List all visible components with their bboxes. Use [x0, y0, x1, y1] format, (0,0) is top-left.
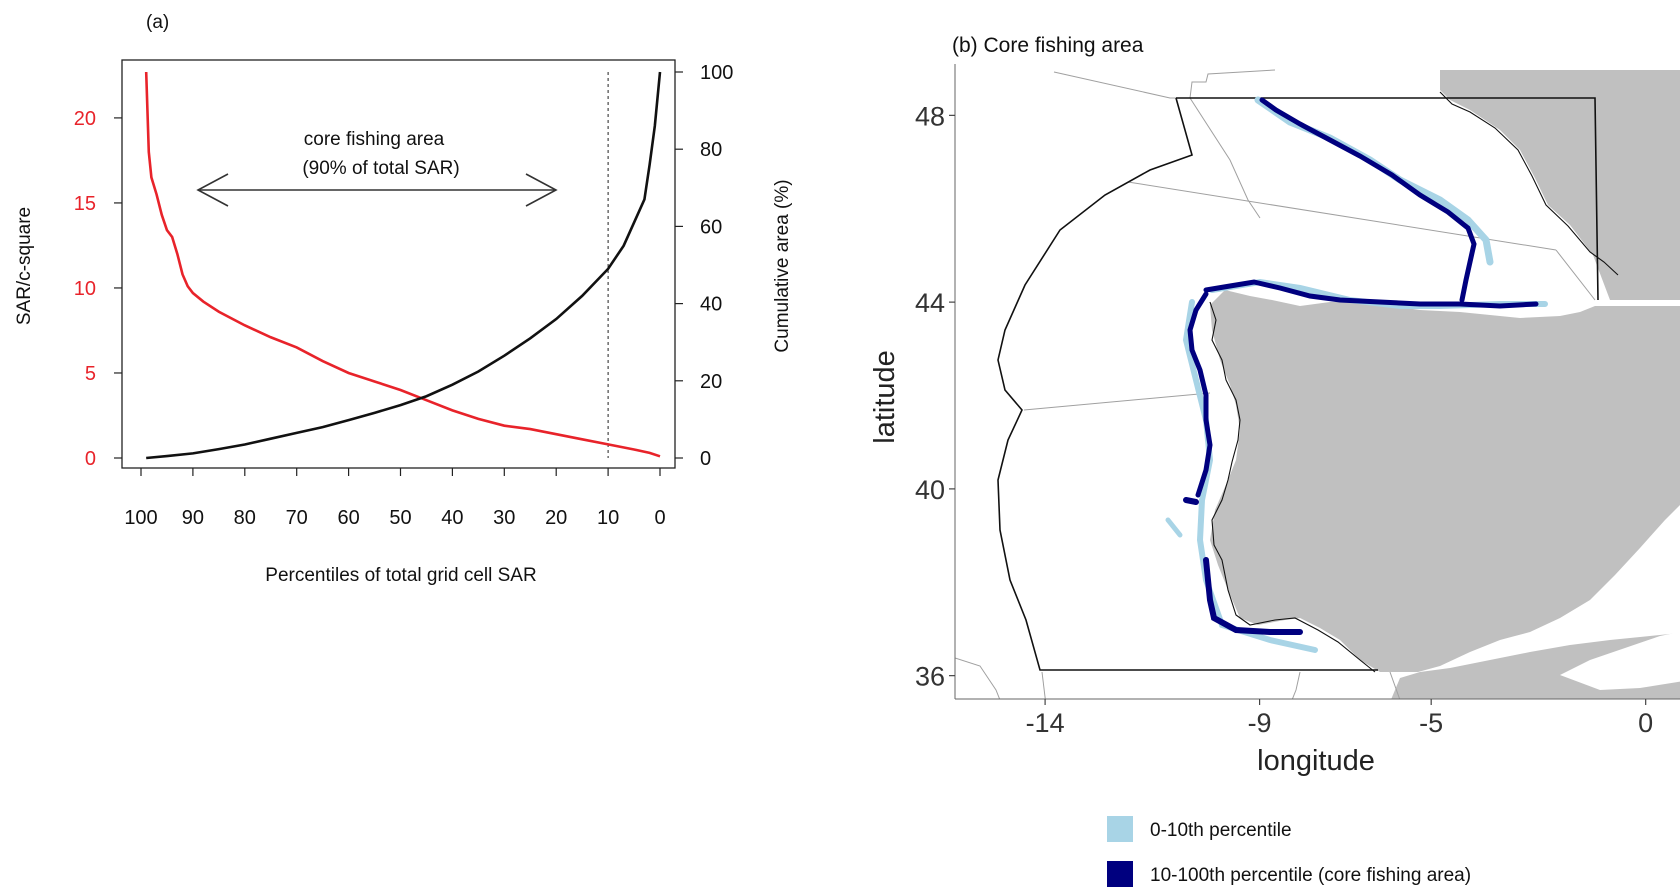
map-y-tick-label: 36	[915, 662, 945, 692]
y-tick-label: 0	[85, 448, 96, 470]
panel-b: (b) Core fishing area	[869, 34, 1680, 887]
y2-tick-label: 20	[700, 371, 722, 393]
x-tick-label: 0	[654, 507, 665, 529]
x-tick-label: 100	[124, 507, 157, 529]
map-y-tick-label: 40	[915, 475, 945, 505]
sar-curve	[144, 71, 661, 458]
x-tick-label: 90	[182, 507, 204, 529]
sea-alboran	[1560, 632, 1680, 690]
map-y-tick-label: 48	[915, 101, 945, 131]
map-x-axis: -14 -9 -5 0	[955, 698, 1680, 738]
study-area-outline	[997, 97, 1599, 671]
annotation-line-2: (90% of total SAR)	[302, 158, 459, 179]
legend-label-core: 10-100th percentile (core fishing area)	[1150, 865, 1471, 886]
legend-label-low: 0-10th percentile	[1150, 820, 1292, 841]
panel-a-label: (a)	[146, 12, 169, 33]
legend-swatch-core	[1107, 861, 1133, 887]
map-x-tick-label: -14	[1026, 708, 1065, 738]
panel-a-x-axis: 100 90 80 70 60 50 40 30 20 10 0	[124, 468, 666, 529]
x-tick-label: 20	[545, 507, 567, 529]
coastline-iberia	[1209, 301, 1376, 673]
y2-tick-label: 80	[700, 139, 722, 161]
core-fishing-cells	[1183, 97, 1539, 635]
panel-a-plot-frame	[121, 59, 676, 469]
coastline-france	[1439, 91, 1619, 276]
x-tick-label: 50	[389, 507, 411, 529]
map-area	[955, 69, 1680, 699]
map-y-tick-label: 44	[915, 288, 945, 318]
panel-a-y-label: SAR/c-square	[14, 207, 35, 325]
annotation-line-1: core fishing area	[304, 129, 445, 150]
panel-a-y2-axis: 0 20 40 60 80 100	[675, 62, 733, 470]
x-tick-label: 60	[337, 507, 359, 529]
y2-tick-label: 0	[700, 448, 711, 470]
panel-a-y2-label: Cumulative area (%)	[772, 179, 793, 352]
legend-swatch-low	[1107, 816, 1133, 842]
panel-a-y-axis: 0 5 10 15 20	[74, 108, 122, 470]
double-arrow	[196, 173, 558, 207]
panel-a-x-label: Percentiles of total grid cell SAR	[265, 565, 536, 586]
x-tick-label: 10	[597, 507, 619, 529]
y-tick-label: 15	[74, 193, 96, 215]
y2-tick-label: 100	[700, 62, 733, 84]
map-y-label: latitude	[869, 350, 901, 444]
y-tick-label: 10	[74, 278, 96, 300]
x-tick-label: 80	[234, 507, 256, 529]
map-x-tick-label: -5	[1419, 708, 1443, 738]
land-iberia	[1210, 290, 1680, 672]
panel-b-title: (b) Core fishing area	[952, 34, 1144, 57]
map-y-axis: 36 40 44 48	[915, 64, 956, 699]
boundary-lines	[955, 69, 1596, 699]
x-tick-label: 30	[493, 507, 515, 529]
land-france	[1440, 70, 1680, 300]
y-tick-label: 5	[85, 363, 96, 385]
map-x-tick-label: 0	[1638, 708, 1653, 738]
y2-tick-label: 40	[700, 294, 722, 316]
x-tick-label: 40	[441, 507, 463, 529]
x-tick-label: 70	[286, 507, 308, 529]
cumulative-area-curve	[146, 71, 662, 460]
y2-tick-label: 60	[700, 216, 722, 238]
map-legend: 0-10th percentile 10-100th percentile (c…	[1107, 816, 1471, 887]
y-tick-label: 20	[74, 108, 96, 130]
map-x-tick-label: -9	[1248, 708, 1272, 738]
map-x-label: longitude	[1257, 745, 1375, 777]
